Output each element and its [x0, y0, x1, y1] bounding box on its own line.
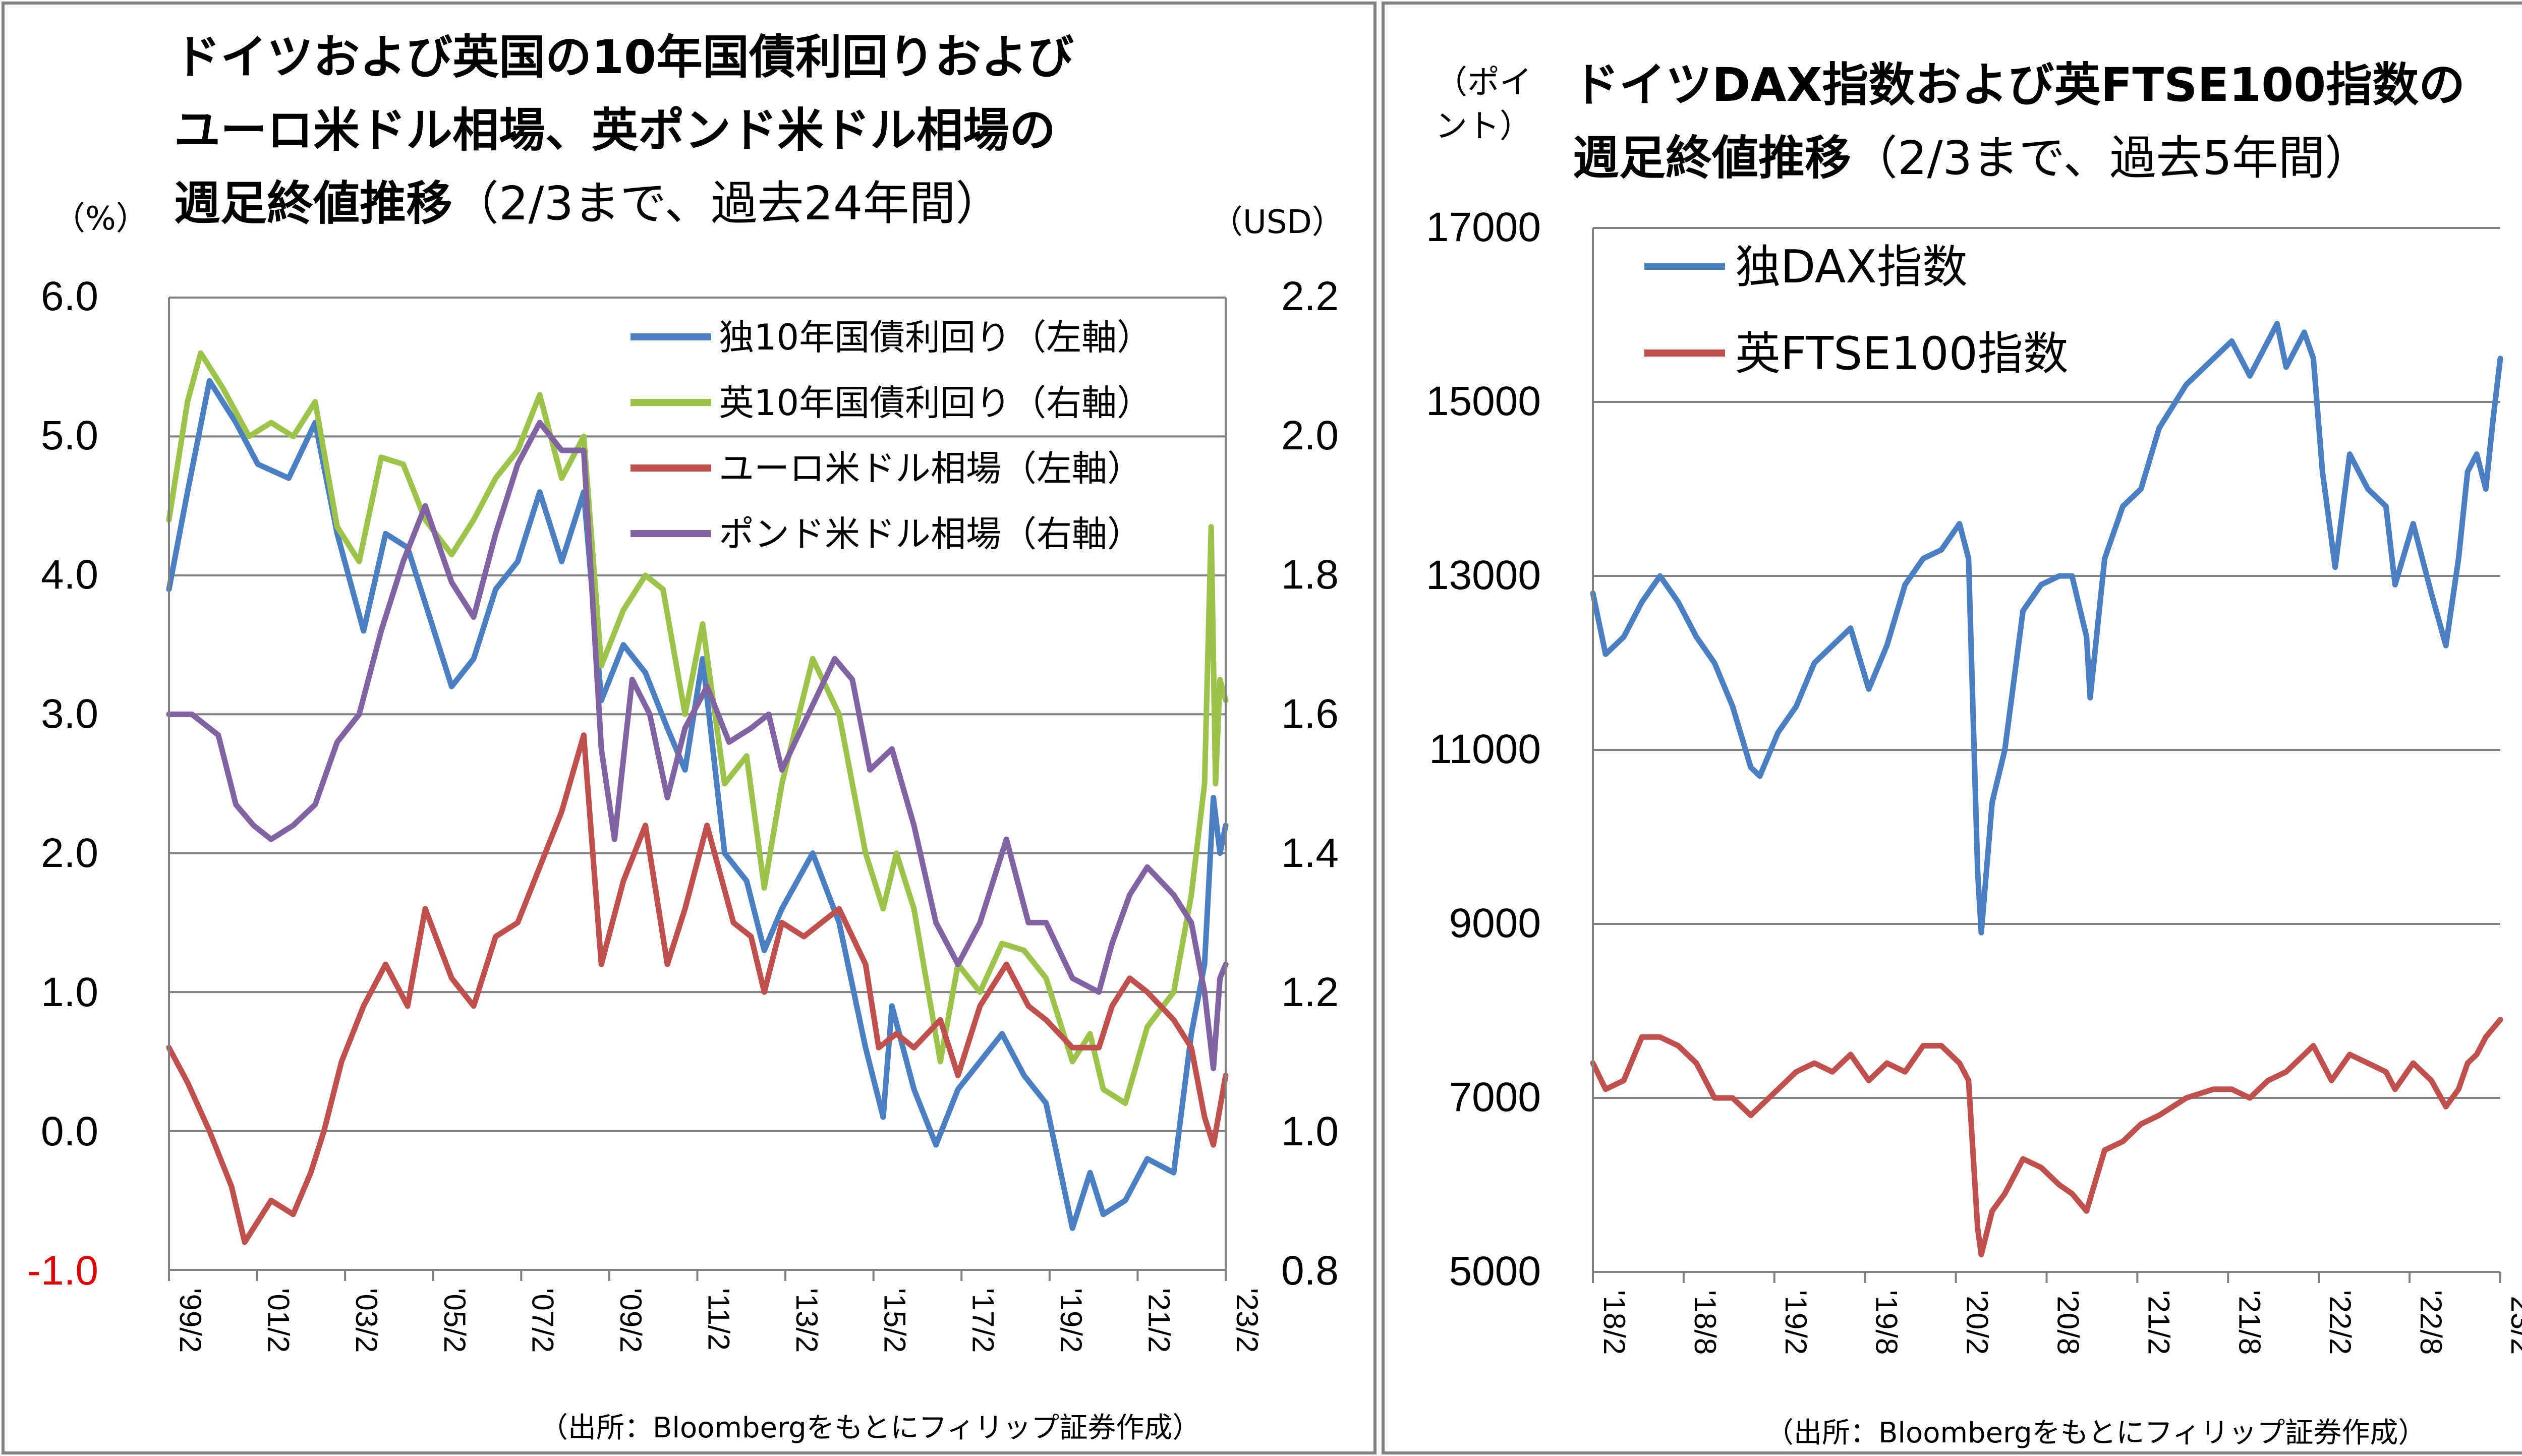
x-tick-label: '23/2 [1230, 1288, 1264, 1353]
series-line [166, 378, 1229, 1231]
x-tick-label: '07/2 [526, 1288, 559, 1353]
left-y-tick-label: 0.0 [41, 1109, 98, 1154]
legend-label: 独DAX指数 [1735, 241, 1968, 294]
left-x-tick-labels: '99/2 '01/2 '03/2 '05/2 '07/2 '09/2 '11/2 '13/2… [168, 1270, 1264, 1353]
series-line [166, 732, 1229, 1245]
x-tick-label: '18/8 [1688, 1290, 1722, 1355]
right-y-tick-labels: 2.2 2.0 1.8 1.6 1.4 1.2 1.0 0.8 [1281, 273, 1339, 1294]
right-y-tick-label: 1.8 [1281, 552, 1339, 598]
left-y-unit: （%） [53, 200, 148, 238]
y-tick-label: 15000 [1426, 378, 1541, 424]
x-tick-label: '03/2 [350, 1288, 383, 1353]
right-panel-border [1382, 2, 2522, 1454]
legend-item: 英FTSE100指数 [1644, 327, 2069, 380]
x-tick-label: '23/2 [2505, 1290, 2522, 1355]
x-tick-label: '19/2 [1054, 1288, 1088, 1353]
left-chart-title-line2: ユーロ米ドル相場、英ポンド米ドル相場の [174, 103, 1056, 157]
left-chart-title-line1: ドイツおよび英国の10年国債利回りおよび [174, 30, 1074, 84]
left-y-tick-label: 2.0 [41, 830, 98, 876]
x-tick-label: '19/2 [1779, 1290, 1813, 1355]
right-chart-y-unit-line2: ント） [1435, 108, 1532, 145]
x-tick-label: '15/2 [878, 1288, 912, 1353]
x-tick-label: '22/8 [2414, 1290, 2448, 1355]
right-chart-source-note: （出所：Bloombergをもとにフィリップ証券作成） [1765, 1417, 2426, 1449]
x-tick-label: '18/2 [1597, 1290, 1631, 1355]
right-y-tick-label: 1.2 [1281, 969, 1339, 1015]
left-chart: ドイツおよび英国の10年国債利回りおよび ユーロ米ドル相場、英ポンド米ドル相場の… [27, 30, 1344, 1444]
y-tick-label: 17000 [1426, 204, 1541, 250]
right-y-unit: （USD） [1211, 204, 1344, 241]
x-tick-label: '22/2 [2323, 1290, 2357, 1355]
left-chart-title-line3-bold: 週足終値推移 [174, 177, 452, 230]
legend-item: 独10年国債利回り（左軸） [630, 317, 1152, 358]
series-line [166, 420, 1229, 1072]
right-chart-y-tick-labels: 17000 15000 13000 11000 9000 7000 5000 [1426, 204, 1541, 1294]
right-y-tick-label: 1.0 [1281, 1109, 1339, 1154]
x-tick-label: '20/8 [2051, 1290, 2085, 1355]
right-y-tick-label: 1.4 [1281, 830, 1339, 876]
left-chart-title-line3-normal: （2/3まで、過去24年間） [452, 177, 1002, 230]
legend-label: 英10年国債利回り（右軸） [719, 382, 1152, 424]
left-panel-border [2, 2, 1377, 1454]
left-chart-source-note: （出所：Bloombergをもとにフィリップ証券作成） [540, 1412, 1200, 1444]
y-tick-label: 11000 [1429, 726, 1541, 772]
x-tick-label: '21/2 [2142, 1290, 2175, 1355]
right-chart-y-unit-line1: （ポイ [1435, 64, 1532, 101]
left-y-tick-labels: 6.0 5.0 4.0 3.0 2.0 1.0 0.0 -1.0 [27, 273, 98, 1294]
left-y-tick-label: 5.0 [41, 413, 98, 458]
legend-item: 独DAX指数 [1644, 241, 1968, 294]
right-chart-title-line2-normal: （2/3まで、過去5年間） [1851, 131, 2371, 185]
x-tick-label: '13/2 [790, 1288, 824, 1353]
right-x-tick-labels: '18/2 '18/8 '19/2 '19/8 '20/2 '20/8 '21/2 '21/8… [1592, 1272, 2522, 1355]
left-y-tick-label: 3.0 [41, 691, 98, 737]
x-tick-label: '01/2 [262, 1288, 296, 1353]
x-tick-label: '05/2 [438, 1288, 472, 1353]
left-chart-legend: 独10年国債利回り（左軸） 英10年国債利回り（右軸） ユーロ米ドル相場（左軸）… [630, 317, 1152, 555]
right-y-tick-label: 2.0 [1281, 413, 1339, 458]
right-chart-title-line1: ドイツDAX指数および英FTSE100指数の [1573, 58, 2465, 112]
x-tick-label: '09/2 [614, 1288, 648, 1353]
left-chart-series [166, 350, 1229, 1245]
legend-label: ユーロ米ドル相場（左軸） [719, 448, 1142, 489]
right-chart-title-line2: 週足終値推移（2/3まで、過去5年間） [1573, 131, 2371, 185]
x-tick-label: '11/2 [702, 1288, 736, 1351]
right-chart: （ポイ ント） ドイツDAX指数および英FTSE100指数の 週足終値推移（2/… [1426, 58, 2522, 1449]
y-tick-label: 7000 [1449, 1074, 1541, 1120]
left-chart-grid [169, 297, 1226, 1132]
x-tick-label: '21/8 [2232, 1290, 2266, 1355]
right-y-tick-label: 2.2 [1281, 273, 1339, 319]
x-tick-label: '21/2 [1142, 1288, 1176, 1353]
legend-item: 英10年国債利回り（右軸） [630, 382, 1152, 424]
y-tick-label: 13000 [1426, 552, 1541, 598]
left-y-tick-label-negative: -1.0 [27, 1248, 98, 1294]
left-y-tick-label: 6.0 [41, 273, 98, 319]
left-chart-title-line3: 週足終値推移（2/3まで、過去24年間） [174, 177, 1002, 230]
series-line [166, 350, 1229, 1106]
left-y-tick-label: 1.0 [41, 969, 98, 1015]
x-tick-label: '17/2 [966, 1288, 1000, 1353]
x-tick-label: '19/8 [1870, 1290, 1904, 1355]
x-tick-label: '20/2 [1961, 1290, 1994, 1355]
right-y-tick-label: 1.6 [1281, 691, 1339, 737]
right-chart-series [1590, 321, 2503, 1257]
y-tick-label: 9000 [1449, 900, 1541, 946]
left-y-tick-label: 4.0 [41, 552, 98, 598]
series-line [1590, 1017, 2503, 1257]
legend-item: ポンド米ドル相場（右軸） [630, 513, 1142, 555]
legend-label: 英FTSE100指数 [1735, 327, 2069, 380]
y-tick-label: 5000 [1449, 1248, 1541, 1294]
legend-label: ポンド米ドル相場（右軸） [719, 513, 1142, 555]
legend-label: 独10年国債利回り（左軸） [719, 317, 1152, 358]
right-chart-title-line2-bold: 週足終値推移 [1573, 131, 1851, 185]
right-chart-legend: 独DAX指数 英FTSE100指数 [1644, 241, 2069, 380]
series-line [1590, 321, 2503, 936]
right-y-tick-label: 0.8 [1281, 1248, 1339, 1294]
legend-item: ユーロ米ドル相場（左軸） [630, 448, 1142, 489]
x-tick-label: '99/2 [174, 1288, 207, 1353]
